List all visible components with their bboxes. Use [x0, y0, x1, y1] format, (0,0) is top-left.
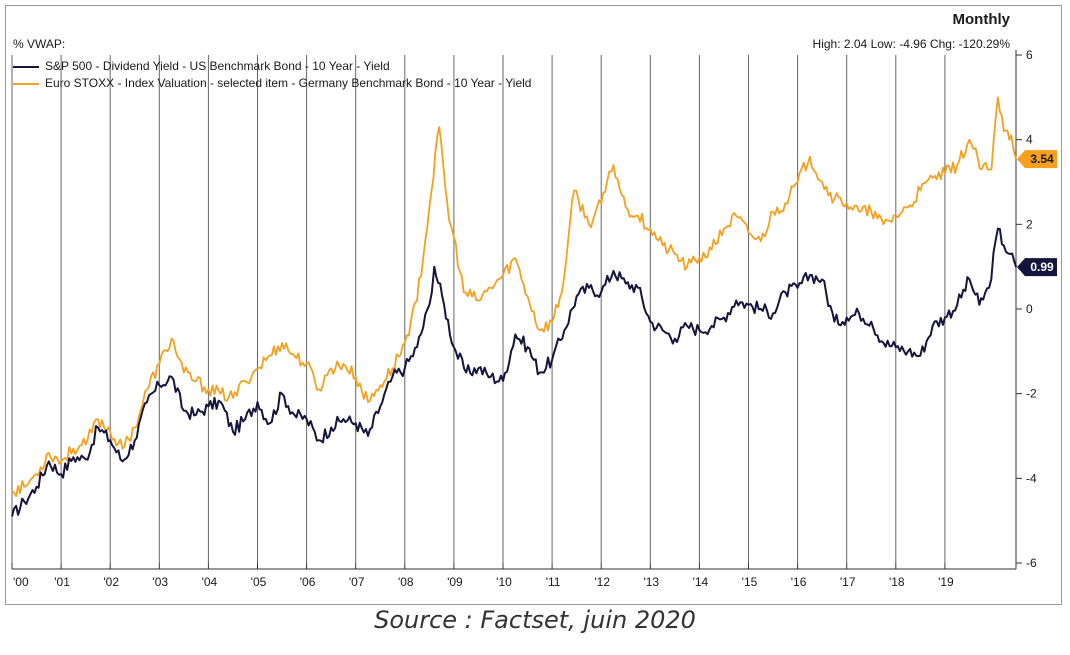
x-tick-label-2: '02 [103, 575, 119, 589]
chart-frame [5, 5, 1062, 605]
series-line-2 [11, 96, 1017, 498]
legend-swatch-2 [13, 82, 39, 85]
y-tick-label-6: -6 [1026, 556, 1037, 570]
legend-entry-2: Euro STOXX - Index Valuation - selected … [13, 75, 531, 92]
last-value-label-2: 3.54 [1030, 152, 1054, 166]
label-layer: 0.99 3.54 [1017, 150, 1057, 277]
x-tick-label-14: '14 [693, 575, 709, 589]
x-tick-label-13: '13 [643, 575, 659, 589]
unit-label: % VWAP: [13, 37, 66, 51]
x-tick-label-17: '17 [840, 575, 856, 589]
x-tick-label-11: '11 [546, 575, 561, 589]
x-tick-label-3: '03 [152, 575, 168, 589]
x-tick-label-7: '07 [349, 575, 365, 589]
x-tick-label-0: '00 [13, 575, 29, 589]
x-tick-label-6: '06 [300, 575, 316, 589]
x-tick-label-4: '04 [202, 575, 218, 589]
grid-layer [11, 55, 946, 563]
y-tick-label-4: -2 [1026, 387, 1037, 401]
x-tick-label-12: '12 [594, 575, 610, 589]
legend-label-2: Euro STOXX - Index Valuation - selected … [45, 76, 532, 90]
last-value-label-1: 0.99 [1030, 260, 1054, 274]
legend-entry-1: S&P 500 - Dividend Yield - US Benchmark … [13, 58, 531, 75]
x-tick-label-10: '10 [496, 575, 512, 589]
y-tick-label-3: 0 [1026, 302, 1033, 316]
y-tick-label-1: 4 [1026, 133, 1033, 147]
last-value-badge-1 [1017, 258, 1057, 277]
x-tick-label-16: '16 [791, 575, 807, 589]
source-caption: Source : Factset, juin 2020 [374, 606, 696, 634]
last-value-badge-2 [1017, 150, 1057, 169]
series-layer [11, 96, 1018, 517]
frequency-label: Monthly [952, 11, 1011, 28]
legend: S&P 500 - Dividend Yield - US Benchmark … [13, 58, 531, 92]
y-tick-label-5: -4 [1026, 471, 1037, 485]
x-tick-label-18: '18 [889, 575, 905, 589]
x-tick-label-1: '01 [54, 575, 70, 589]
legend-label-1: S&P 500 - Dividend Yield - US Benchmark … [45, 59, 390, 73]
x-tick-label-15: '15 [742, 575, 758, 589]
x-tick-label-8: '08 [398, 575, 414, 589]
x-tick-label-19: '19 [938, 575, 954, 589]
y-tick-label-2: 2 [1026, 217, 1033, 231]
x-tick-label-9: '09 [447, 575, 463, 589]
legend-swatch-1 [13, 65, 39, 68]
stats-label: High: 2.04 Low: -4.96 Chg: -120.29% [812, 37, 1010, 51]
x-tick-label-5: '05 [251, 575, 267, 589]
axis-layer: '00 '01 '02 '03 '04 '05 '06 '07 '08 '09 '10 '11 '12 '… [11, 48, 1037, 589]
series-line-1 [11, 227, 1018, 517]
y-tick-label-0: 6 [1026, 48, 1033, 62]
